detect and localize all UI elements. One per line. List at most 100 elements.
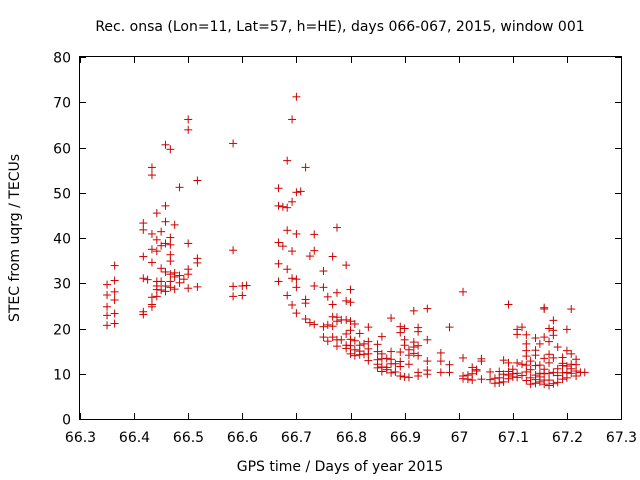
data-point [110,295,119,304]
data-point [152,292,161,301]
data-point [310,281,319,290]
data-point [423,370,432,379]
data-point [328,322,337,331]
data-point [545,350,554,359]
data-point [531,351,540,360]
data-point [161,140,170,149]
data-point [382,365,391,374]
data-point [472,367,481,376]
chart-title: Rec. onsa (Lon=11, Lat=57, h=HE), days 0… [95,19,584,35]
data-point [545,337,554,346]
data-point [391,359,400,368]
data-point [423,357,432,366]
data-point [535,361,544,370]
data-point [175,271,184,280]
data-point [580,368,589,377]
data-point [184,284,193,293]
x-tick-label: 66.5 [173,430,204,446]
data-point [567,349,576,358]
data-point [346,341,355,350]
data-point [193,176,202,185]
data-point [288,300,297,309]
x-tick-label: 66.4 [119,430,150,446]
data-point [404,360,413,369]
data-point [400,324,409,333]
data-point [161,267,170,276]
data-point [342,315,351,324]
data-point [305,318,314,327]
data-point [346,298,355,307]
data-point [139,252,148,261]
data-point [553,343,562,352]
data-point [292,283,301,292]
data-point [553,378,562,387]
data-point [396,348,405,357]
x-tick-label: 66.3 [65,430,96,446]
data-point [540,354,549,363]
plot-frame [79,56,622,420]
data-point [477,375,486,384]
data-point [522,330,531,339]
data-point [531,379,540,388]
data-point [346,317,355,326]
data-point [319,283,328,292]
data-point [175,183,184,192]
data-point [346,349,355,358]
data-point [229,246,238,255]
data-point [170,272,179,281]
data-point [545,369,554,378]
data-point [409,306,418,315]
data-point [350,336,359,345]
y-tick-label: 20 [53,323,71,339]
data-point [387,314,396,323]
data-point [328,333,337,342]
x-tick-label: 66.7 [281,430,312,446]
data-point [373,363,382,372]
data-point [147,258,156,267]
data-point [319,333,328,342]
data-point [373,347,382,356]
data-point [103,280,112,289]
data-point [423,304,432,313]
data-point [103,321,112,330]
data-point [350,351,359,360]
data-point [166,145,175,154]
data-point [147,302,156,311]
data-point [350,319,359,328]
data-point [292,275,301,284]
data-point [283,156,292,165]
data-point [387,347,396,356]
data-point [549,316,558,325]
data-point [332,288,341,297]
data-point [396,362,405,371]
data-point [274,277,283,286]
data-point [549,353,558,362]
data-point [103,302,112,311]
data-point [319,267,328,276]
data-point [310,320,319,329]
x-axis-label: GPS time / Days of year 2015 [237,459,444,475]
data-point [152,247,161,256]
data-point [229,139,238,148]
data-point [323,337,332,346]
data-points [103,92,589,390]
data-point [110,319,119,328]
data-point [445,323,454,332]
data-point [540,305,549,314]
data-point [139,219,148,228]
data-point [562,325,571,334]
y-tick-label: 70 [53,96,71,112]
x-tick-label: 66.6 [227,430,258,446]
y-axis-label: STEC from uqrg / TECUs [7,154,23,322]
data-point [274,259,283,268]
data-point [553,364,562,373]
data-point [522,361,531,370]
data-point [170,285,179,294]
data-point [540,380,549,389]
data-point [161,239,170,248]
data-point [310,230,319,239]
data-point [562,373,571,382]
data-point [364,323,373,332]
data-point [147,245,156,254]
y-tick-label: 50 [53,187,71,203]
